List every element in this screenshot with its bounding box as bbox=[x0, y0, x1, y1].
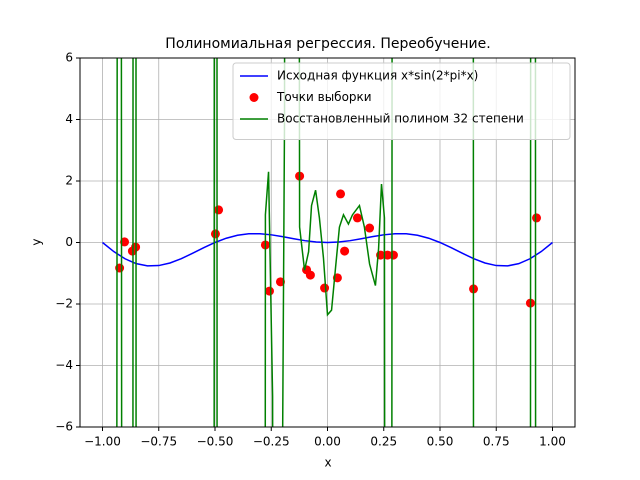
legend-marker bbox=[249, 93, 259, 102]
x-tick-label: 0.75 bbox=[483, 435, 510, 449]
scatter-point bbox=[275, 277, 285, 287]
scatter-point bbox=[336, 189, 346, 199]
y-axis-label: y bbox=[30, 238, 44, 245]
legend: Исходная функция x*sin(2*pi*x) Точки выбо… bbox=[232, 62, 571, 140]
x-tick-label: −0.25 bbox=[253, 435, 290, 449]
x-tick-label: −1.00 bbox=[84, 435, 121, 449]
scatter-point bbox=[352, 213, 362, 223]
scatter-point bbox=[388, 250, 398, 260]
scatter-point bbox=[305, 270, 315, 280]
x-tick-label: 0.00 bbox=[314, 435, 341, 449]
legend-label: Восстановленный полином 32 степени bbox=[277, 112, 524, 126]
x-tick-label: 0.50 bbox=[427, 435, 454, 449]
x-tick-label: −0.75 bbox=[140, 435, 177, 449]
scatter-point bbox=[340, 246, 350, 256]
scatter-point bbox=[120, 237, 130, 247]
y-tick-label: 6 bbox=[65, 51, 73, 65]
scatter-point bbox=[320, 283, 330, 293]
legend-label: Исходная функция x*sin(2*pi*x) bbox=[277, 69, 478, 83]
y-tick-label: 4 bbox=[65, 112, 73, 126]
x-tick-label: 0.25 bbox=[370, 435, 397, 449]
series-line bbox=[102, 232, 553, 267]
chart-title: Полиномиальная регрессия. Переобучение. bbox=[165, 36, 490, 52]
y-tick-label: 2 bbox=[65, 174, 73, 188]
scatter-point bbox=[365, 223, 375, 233]
series-line bbox=[116, 58, 537, 427]
scatter-point bbox=[210, 229, 220, 239]
legend-label: Точки выборки bbox=[276, 90, 372, 104]
x-axis-label: x bbox=[324, 456, 331, 470]
x-tick-label: 1.00 bbox=[539, 435, 566, 449]
x-tick-label: −0.50 bbox=[197, 435, 234, 449]
y-tick-label: −2 bbox=[55, 297, 73, 311]
scatter-point bbox=[264, 286, 274, 296]
scatter-point bbox=[532, 213, 542, 223]
y-tick-label: −6 bbox=[55, 420, 73, 434]
legend-box bbox=[232, 62, 571, 140]
scatter-point bbox=[214, 205, 224, 215]
plot-area bbox=[102, 58, 553, 427]
y-tick-label: 0 bbox=[65, 235, 73, 249]
y-tick-label: −4 bbox=[55, 358, 73, 372]
